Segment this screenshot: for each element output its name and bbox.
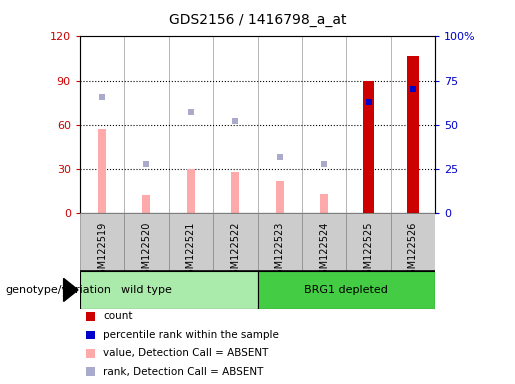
Text: GSM122525: GSM122525: [364, 222, 373, 281]
Bar: [169, 213, 213, 271]
Text: GSM122523: GSM122523: [274, 222, 285, 281]
Bar: [80, 213, 124, 271]
Bar: [346, 213, 391, 271]
Bar: [86, 367, 95, 376]
Bar: [86, 349, 95, 358]
Bar: [391, 213, 435, 271]
Bar: [276, 181, 284, 213]
Text: GSM122521: GSM122521: [186, 222, 196, 281]
Text: BRG1 depleted: BRG1 depleted: [304, 285, 388, 295]
Bar: [80, 271, 258, 309]
Bar: [258, 213, 302, 271]
Bar: [86, 312, 95, 321]
Text: GSM122519: GSM122519: [97, 222, 107, 281]
Text: count: count: [103, 311, 132, 321]
Text: GSM122520: GSM122520: [142, 222, 151, 281]
Bar: [258, 271, 435, 309]
Bar: [407, 56, 419, 213]
Bar: [302, 213, 346, 271]
Text: GSM122524: GSM122524: [319, 222, 329, 281]
Text: GSM122526: GSM122526: [408, 222, 418, 281]
Text: wild type: wild type: [121, 285, 172, 295]
Text: value, Detection Call = ABSENT: value, Detection Call = ABSENT: [103, 348, 268, 358]
Bar: [187, 169, 195, 213]
Text: GSM122522: GSM122522: [230, 222, 241, 281]
Text: genotype/variation: genotype/variation: [5, 285, 111, 295]
Polygon shape: [64, 278, 78, 301]
Bar: [363, 81, 374, 213]
Bar: [213, 213, 258, 271]
Bar: [98, 129, 106, 213]
Text: rank, Detection Call = ABSENT: rank, Detection Call = ABSENT: [103, 367, 263, 377]
Bar: [124, 213, 169, 271]
Bar: [86, 331, 95, 339]
Bar: [231, 172, 239, 213]
Bar: [143, 195, 150, 213]
Text: GDS2156 / 1416798_a_at: GDS2156 / 1416798_a_at: [169, 13, 346, 27]
Bar: [320, 194, 328, 213]
Text: percentile rank within the sample: percentile rank within the sample: [103, 330, 279, 340]
